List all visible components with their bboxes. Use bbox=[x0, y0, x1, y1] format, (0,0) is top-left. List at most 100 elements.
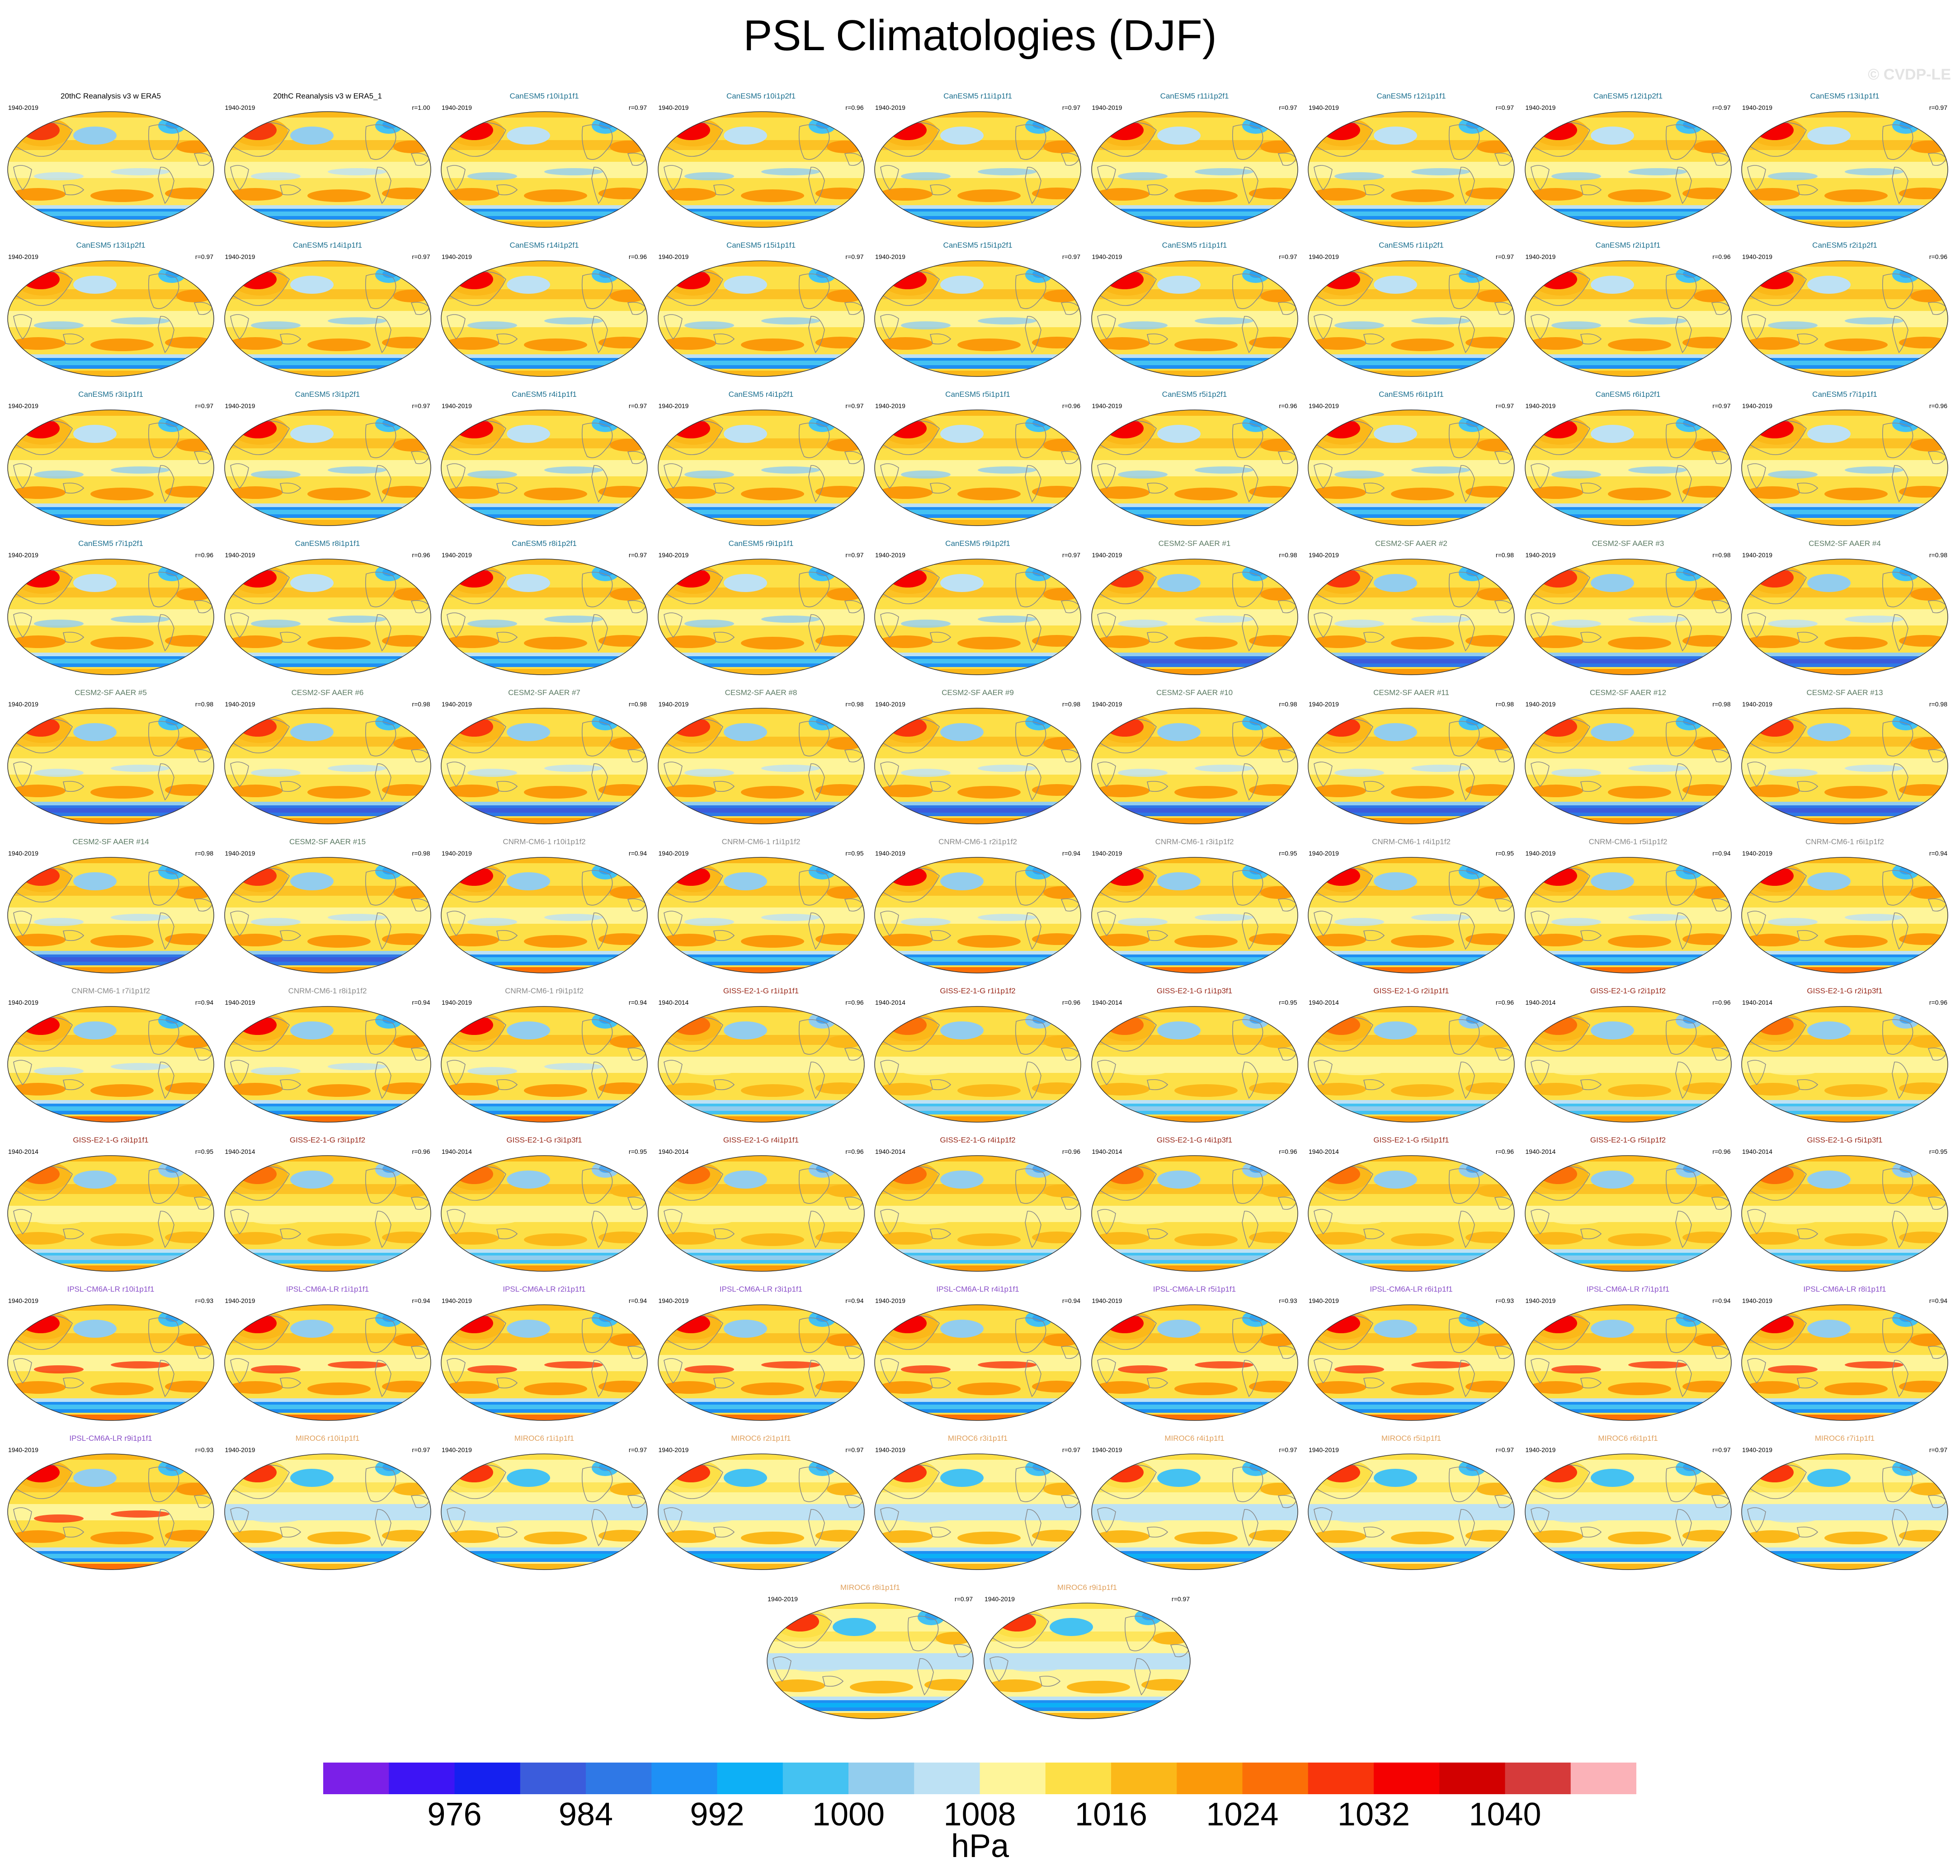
panel-years: 1940-2019 bbox=[225, 1297, 255, 1304]
panel-years: 1940-2019 bbox=[442, 850, 472, 857]
panel-years: 1940-2019 bbox=[875, 701, 905, 708]
panel-correlation: r=0.98 bbox=[1929, 551, 1947, 559]
colorbar-units: hPa bbox=[951, 1828, 1009, 1864]
psl-map bbox=[1524, 1453, 1732, 1570]
panel-correlation: r=0.96 bbox=[1712, 999, 1731, 1006]
panel-title: GISS-E2-1-G r2i1p3f1 bbox=[1807, 987, 1883, 995]
panel-title: CanESM5 r5i1p1f1 bbox=[945, 390, 1010, 399]
panel-correlation: r=0.95 bbox=[1495, 850, 1514, 857]
panel-years: 1940-2019 bbox=[875, 402, 905, 409]
map-panel: CanESM5 r14i1p2f1 1940-2019 r=0.96 bbox=[438, 240, 650, 380]
map-panel: CanESM5 r4i1p2f1 1940-2019 r=0.97 bbox=[655, 389, 867, 529]
map-panel: CanESM5 r15i1p2f1 1940-2019 r=0.97 bbox=[872, 240, 1084, 380]
panel-title: MIROC6 r2i1p1f1 bbox=[731, 1434, 791, 1443]
panel-years: 1940-2019 bbox=[8, 104, 38, 111]
map-panel: CanESM5 r6i1p1f1 1940-2019 r=0.97 bbox=[1305, 389, 1517, 529]
psl-map bbox=[1741, 260, 1948, 377]
panel-title: CESM2-SF AAER #3 bbox=[1592, 539, 1664, 548]
panel-correlation: r=0.96 bbox=[412, 551, 430, 559]
colorbar-label: 1032 bbox=[1337, 1796, 1410, 1833]
psl-map bbox=[657, 708, 865, 824]
panel-correlation: r=0.97 bbox=[1062, 104, 1080, 111]
panel-correlation: r=0.97 bbox=[845, 253, 864, 260]
panel-correlation: r=0.97 bbox=[1495, 1446, 1514, 1453]
map-panel: GISS-E2-1-G r1i1p1f1 1940-2014 r=0.96 bbox=[655, 985, 867, 1125]
panel-correlation: r=0.93 bbox=[195, 1297, 213, 1304]
panel-correlation: r=0.98 bbox=[628, 701, 647, 708]
panel-title: IPSL-CM6A-LR r9i1p1f1 bbox=[69, 1434, 152, 1443]
panel-correlation: r=0.98 bbox=[195, 850, 213, 857]
panel-years: 1940-2014 bbox=[1092, 999, 1122, 1006]
map-panel: CESM2-SF AAER #12 1940-2019 r=0.98 bbox=[1522, 687, 1734, 827]
psl-map bbox=[1524, 1304, 1732, 1421]
map-panel: MIROC6 r1i1p1f1 1940-2019 r=0.97 bbox=[438, 1433, 650, 1573]
map-panel: CanESM5 r14i1p1f1 1940-2019 r=0.97 bbox=[221, 240, 434, 380]
map-panel: CNRM-CM6-1 r2i1p1f2 1940-2019 r=0.94 bbox=[872, 836, 1084, 976]
panel-years: 1940-2019 bbox=[1092, 104, 1122, 111]
map-panel: GISS-E2-1-G r3i1p1f2 1940-2014 r=0.96 bbox=[221, 1134, 434, 1274]
panel-years: 1940-2019 bbox=[1092, 402, 1122, 409]
panel-correlation: r=0.96 bbox=[1712, 253, 1731, 260]
map-panel: CanESM5 r12i1p1f1 1940-2019 r=0.97 bbox=[1305, 90, 1517, 230]
colorbar-segment bbox=[1242, 1763, 1309, 1794]
panel-years: 1940-2014 bbox=[1525, 1148, 1556, 1155]
psl-map bbox=[7, 260, 214, 377]
panel-title: CanESM5 r13i1p1f1 bbox=[1810, 92, 1880, 100]
panel-title: 20thC Reanalysis v3 w ERA5_1 bbox=[273, 92, 382, 100]
panel-correlation: r=0.94 bbox=[628, 850, 647, 857]
psl-map bbox=[1091, 260, 1298, 377]
panel-title: CNRM-CM6-1 r1i1p1f2 bbox=[721, 837, 801, 846]
panel-title: CanESM5 r5i1p2f1 bbox=[1162, 390, 1227, 399]
psl-map bbox=[441, 1304, 648, 1421]
map-panel: CanESM5 r13i1p1f1 1940-2019 r=0.97 bbox=[1739, 90, 1951, 230]
panel-correlation: r=1.00 bbox=[412, 104, 430, 111]
panel-years: 1940-2019 bbox=[8, 1297, 38, 1304]
panel-years: 1940-2014 bbox=[1525, 999, 1556, 1006]
panel-correlation: r=0.98 bbox=[1495, 551, 1514, 559]
psl-map bbox=[441, 260, 648, 377]
panel-title: GISS-E2-1-G r1i1p1f2 bbox=[940, 987, 1016, 995]
map-panel: CESM2-SF AAER #3 1940-2019 r=0.98 bbox=[1522, 538, 1734, 678]
panel-correlation: r=0.97 bbox=[1062, 1446, 1080, 1453]
panel-title: CanESM5 r9i1p2f1 bbox=[945, 539, 1010, 548]
panel-correlation: r=0.97 bbox=[1929, 1446, 1947, 1453]
panel-years: 1940-2019 bbox=[658, 1446, 689, 1453]
panel-correlation: r=0.96 bbox=[845, 999, 864, 1006]
panel-title: GISS-E2-1-G r1i1p3f1 bbox=[1156, 987, 1233, 995]
psl-map bbox=[7, 559, 214, 675]
panel-years: 1940-2019 bbox=[1525, 551, 1556, 559]
psl-map bbox=[874, 857, 1081, 973]
psl-map bbox=[874, 1304, 1081, 1421]
colorbar-segment bbox=[586, 1763, 652, 1794]
map-panel: CESM2-SF AAER #13 1940-2019 r=0.98 bbox=[1739, 687, 1951, 827]
map-panel: IPSL-CM6A-LR r8i1p1f1 1940-2019 r=0.94 bbox=[1739, 1284, 1951, 1424]
panel-title: IPSL-CM6A-LR r2i1p1f1 bbox=[503, 1285, 586, 1293]
panel-title: CNRM-CM6-1 r9i1p1f2 bbox=[505, 987, 584, 995]
psl-map bbox=[657, 559, 865, 675]
psl-map bbox=[1741, 409, 1948, 526]
psl-map bbox=[441, 409, 648, 526]
map-panel: CanESM5 r15i1p1f1 1940-2019 r=0.97 bbox=[655, 240, 867, 380]
map-panel: CanESM5 r9i1p1f1 1940-2019 r=0.97 bbox=[655, 538, 867, 678]
psl-map bbox=[224, 857, 431, 973]
panel-title: CESM2-SF AAER #14 bbox=[72, 837, 149, 846]
panel-years: 1940-2019 bbox=[1742, 253, 1772, 260]
panel-years: 1940-2014 bbox=[658, 999, 689, 1006]
panel-correlation: r=0.93 bbox=[1495, 1297, 1514, 1304]
panel-title: CanESM5 r2i1p1f1 bbox=[1595, 241, 1661, 249]
panel-title: MIROC6 r8i1p1f1 bbox=[840, 1583, 900, 1592]
map-panel: IPSL-CM6A-LR r2i1p1f1 1940-2019 r=0.94 bbox=[438, 1284, 650, 1424]
panel-title: CNRM-CM6-1 r7i1p1f2 bbox=[71, 987, 150, 995]
colorbar-segment bbox=[980, 1763, 1046, 1794]
panel-title: MIROC6 r9i1p1f1 bbox=[1057, 1583, 1117, 1592]
panel-correlation: r=0.97 bbox=[845, 1446, 864, 1453]
panel-years: 1940-2014 bbox=[658, 1148, 689, 1155]
panel-correlation: r=0.95 bbox=[195, 1148, 213, 1155]
map-panel: GISS-E2-1-G r5i1p1f1 1940-2014 r=0.96 bbox=[1305, 1134, 1517, 1274]
panel-title: GISS-E2-1-G r1i1p1f1 bbox=[723, 987, 799, 995]
psl-map bbox=[7, 1155, 214, 1272]
colorbar-labels: 976 984 992 1000 1008 1016 1024 1032 1040 bbox=[0, 1796, 1960, 1833]
watermark: © CVDP-LE bbox=[1868, 66, 1951, 83]
colorbar-segment bbox=[1111, 1763, 1177, 1794]
map-panel: MIROC6 r6i1p1f1 1940-2019 r=0.97 bbox=[1522, 1433, 1734, 1573]
